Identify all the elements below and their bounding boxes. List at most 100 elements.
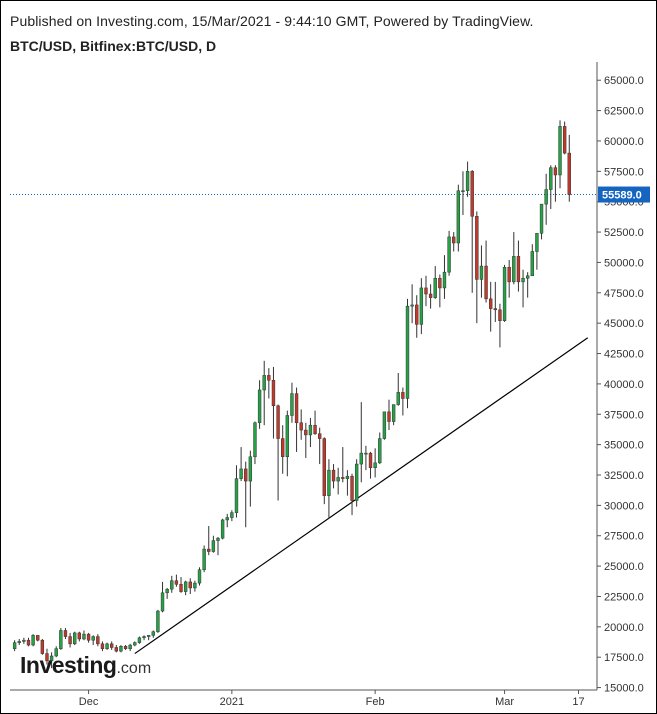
candle-up bbox=[359, 452, 363, 465]
time-tick-label: Mar bbox=[495, 696, 514, 708]
price-tick-label: 42500.0 bbox=[604, 349, 644, 361]
candle-down bbox=[96, 636, 100, 645]
candle-down bbox=[276, 405, 280, 439]
published-caption: Published on Investing.com, 15/Mar/2021 … bbox=[10, 13, 534, 29]
candle-down bbox=[123, 646, 128, 649]
candle-up bbox=[262, 375, 266, 391]
time-tick-label: 17 bbox=[572, 696, 584, 708]
candle-down bbox=[299, 422, 303, 431]
candle-down bbox=[86, 633, 91, 641]
candle-up bbox=[105, 643, 109, 649]
candle-up bbox=[285, 415, 290, 458]
candle-up bbox=[535, 233, 539, 252]
candle-up bbox=[54, 648, 58, 657]
candle-up bbox=[502, 267, 507, 321]
candle-down bbox=[341, 477, 345, 479]
candle-up bbox=[447, 236, 451, 273]
candle-down bbox=[470, 171, 474, 217]
price-tick-label: 37500.0 bbox=[604, 409, 644, 421]
price-tick-label: 62500.0 bbox=[604, 106, 644, 118]
candle-down bbox=[281, 438, 285, 458]
candle-down bbox=[368, 452, 373, 468]
candle-up bbox=[73, 632, 77, 645]
candle-down bbox=[401, 392, 405, 399]
candle-down bbox=[350, 475, 354, 501]
logo-name: Investing bbox=[20, 652, 117, 678]
candle-up bbox=[82, 633, 86, 640]
candle-down bbox=[424, 287, 428, 295]
candle-up bbox=[327, 469, 331, 496]
candle-down bbox=[498, 309, 502, 321]
candle-down bbox=[415, 304, 419, 325]
candle-down bbox=[387, 411, 391, 422]
candle-up bbox=[336, 477, 340, 482]
candle-up bbox=[391, 404, 396, 422]
candle-up bbox=[211, 540, 216, 552]
time-tick-label: Dec bbox=[79, 696, 99, 708]
candle-up bbox=[170, 580, 174, 590]
investing-logo: Investing.com bbox=[20, 652, 151, 679]
candle-up bbox=[59, 630, 63, 649]
candle-down bbox=[271, 380, 276, 407]
candle-up bbox=[410, 304, 414, 307]
candle-down bbox=[475, 216, 479, 280]
candle-down bbox=[26, 639, 31, 646]
price-tick-label: 45000.0 bbox=[604, 318, 644, 330]
last-price-tag bbox=[598, 186, 650, 203]
last-price-label: 55589.0 bbox=[602, 190, 642, 202]
price-tick-label: 17500.0 bbox=[604, 652, 644, 664]
candle-up bbox=[512, 256, 516, 283]
candle-down bbox=[489, 298, 493, 309]
candle-up bbox=[119, 646, 123, 652]
candle-down bbox=[45, 653, 49, 662]
candle-up bbox=[248, 456, 253, 482]
candle-down bbox=[493, 308, 497, 311]
candle-down bbox=[304, 429, 308, 436]
candle-down bbox=[114, 647, 118, 652]
candle-up bbox=[521, 277, 525, 283]
candle-up bbox=[197, 569, 202, 584]
candle-down bbox=[516, 256, 521, 283]
candle-down bbox=[567, 152, 571, 195]
candle-up bbox=[396, 392, 400, 405]
candle-down bbox=[40, 639, 45, 654]
candle-up bbox=[373, 462, 377, 468]
candle-up bbox=[253, 422, 257, 458]
candle-up bbox=[49, 655, 54, 662]
candle-down bbox=[36, 635, 40, 641]
price-tick-label: 30000.0 bbox=[604, 500, 644, 512]
candle-down bbox=[438, 277, 442, 289]
candle-up bbox=[230, 512, 234, 518]
candle-up bbox=[378, 438, 382, 464]
candle-down bbox=[317, 433, 322, 439]
candle-up bbox=[354, 463, 359, 501]
candle-down bbox=[110, 643, 114, 648]
candle-up bbox=[461, 190, 465, 193]
candle-up bbox=[465, 171, 470, 192]
candle-down bbox=[484, 265, 488, 300]
candle-up bbox=[544, 189, 548, 205]
price-tick-label: 35000.0 bbox=[604, 440, 644, 452]
candle-up bbox=[193, 582, 197, 589]
candle-up bbox=[530, 251, 534, 277]
price-tick-label: 40000.0 bbox=[604, 379, 644, 391]
candle-down bbox=[553, 167, 558, 176]
candle-up bbox=[405, 305, 410, 399]
candle-down bbox=[562, 126, 567, 154]
candle-up bbox=[234, 478, 239, 513]
candle-up bbox=[442, 271, 447, 289]
candle-down bbox=[322, 438, 326, 496]
candle-up bbox=[91, 636, 95, 641]
candle-up bbox=[216, 537, 220, 541]
price-tick-label: 47500.0 bbox=[604, 288, 644, 300]
candle-up bbox=[146, 635, 151, 637]
price-tick-label: 25000.0 bbox=[604, 561, 644, 573]
time-tick-label: 2021 bbox=[220, 696, 244, 708]
candle-up bbox=[156, 610, 160, 632]
candle-up bbox=[151, 631, 155, 636]
candle-up bbox=[31, 635, 35, 646]
candle-up bbox=[539, 203, 544, 234]
candle-up bbox=[456, 190, 461, 244]
price-tick-label: 20000.0 bbox=[604, 622, 644, 634]
